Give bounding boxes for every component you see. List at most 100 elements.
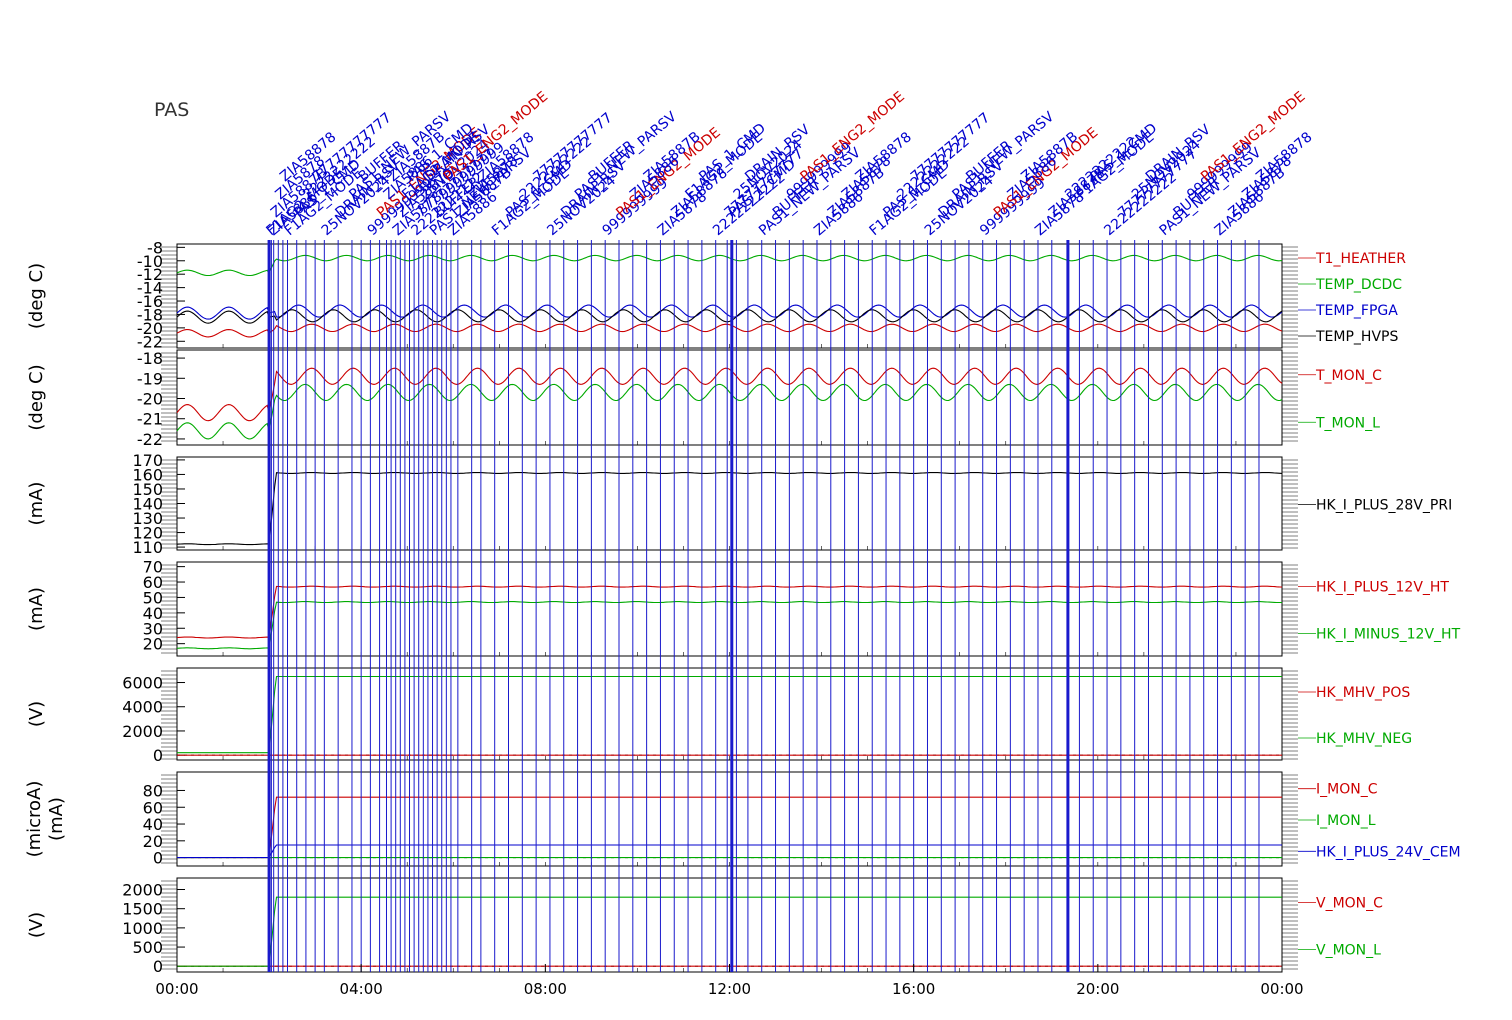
series-line-hk_i_plus_12v_ht [176, 585, 1283, 639]
series-label: T1_HEATHER [1315, 251, 1406, 267]
y-tick-label: 0 [153, 957, 163, 976]
y-tick-label: 60 [143, 798, 163, 817]
y-tick-label: -16 [137, 292, 163, 311]
y-tick-label: -18 [137, 349, 163, 368]
series-line-v_mon_l [177, 896, 1282, 967]
x-axis: 00:00 04:00 08:00 12:00 16:00 20:00 00:00 [155, 964, 1304, 998]
y-axis-label: (microA) [24, 781, 45, 858]
x-tick-label: 08:00 [524, 980, 567, 998]
series-line-hk_i_minus_12v_ht [176, 601, 1282, 650]
series-label: I_MON_C [1316, 782, 1378, 798]
series-label: T_MON_C [1315, 368, 1382, 384]
event-label-area: ZIA5886ZIA5887BZIA5878ZIA58878F1AG2_MODE… [263, 89, 1315, 239]
series-line-t1_heather [176, 323, 1283, 338]
y-tick-label: -22 [137, 332, 163, 351]
panel-2: -18-19 -20-21-22 (deg C) T_MON_C T_MON_L [26, 349, 1382, 449]
y-tick-label: 120 [132, 524, 163, 543]
y-tick-label: 4000 [122, 698, 163, 717]
panel-frame [176, 561, 1283, 657]
y-tick-label: 130 [132, 509, 163, 528]
y-tick-label: 1500 [122, 900, 163, 919]
series-line-i_mon_c [177, 796, 1282, 859]
series-line-t_mon_c [176, 367, 1283, 422]
instrument-label: PAS [154, 99, 189, 121]
series-line-hk_i_plus_24v_cem [177, 844, 1282, 859]
series-label: HK_MHV_POS [1316, 685, 1410, 701]
y-tick-label: 500 [132, 938, 163, 957]
y-tick-label: 40 [143, 604, 163, 623]
x-tick-label: 16:00 [892, 980, 935, 998]
y-tick-label: 2000 [122, 722, 163, 741]
y-tick-label: 30 [143, 619, 163, 638]
series-label: V_MON_C [1316, 896, 1383, 912]
series-line-temp_dcdc [176, 254, 1283, 277]
x-tick-label: 12:00 [708, 980, 751, 998]
y-tick-label: -20 [137, 319, 163, 338]
y-tick-label: 50 [143, 588, 163, 607]
panel-frame [176, 667, 1283, 761]
series-label: HK_MHV_NEG [1316, 731, 1412, 747]
event-lines [267, 240, 1260, 972]
panel-frame [176, 877, 1283, 973]
series-line-t_mon_l [176, 383, 1283, 440]
x-tick-label: 00:00 [155, 980, 198, 998]
y-tick-label: 110 [132, 538, 163, 557]
panel-frame [176, 349, 1283, 446]
y-tick-label: 60 [143, 573, 163, 592]
y-tick-label: 160 [132, 465, 163, 484]
series-label: HK_I_MINUS_12V_HT [1316, 627, 1461, 643]
y-tick-label: 0 [153, 746, 163, 765]
series-label: T_MON_L [1315, 415, 1380, 431]
panel-frame [176, 456, 1283, 551]
series-label: HK_I_PLUS_24V_CEM [1316, 844, 1461, 860]
series-label: HK_I_PLUS_12V_HT [1316, 580, 1449, 596]
y-tick-label: -12 [137, 265, 163, 284]
y-tick-label: 140 [132, 495, 163, 514]
y-axis-label: (mA) [26, 587, 47, 631]
series-label: V_MON_L [1316, 943, 1381, 959]
x-tick-label: 20:00 [1076, 980, 1119, 998]
y-tick-label: -18 [137, 305, 163, 324]
y-axis-label: (deg C) [26, 263, 47, 329]
panel-frame [176, 243, 1283, 349]
series-label: TEMP_FPGA [1315, 303, 1398, 319]
series-label: I_MON_L [1316, 813, 1376, 829]
x-tick-label: 04:00 [340, 980, 383, 998]
y-tick-label: 150 [132, 480, 163, 499]
y-tick-label: 1000 [122, 919, 163, 938]
y-tick-label: 0 [153, 849, 163, 868]
series-label: HK_I_PLUS_28V_PRI [1316, 498, 1452, 514]
y-tick-label: 20 [143, 635, 163, 654]
y-axis-label: (mA) [46, 797, 67, 841]
y-tick-label: 6000 [122, 674, 163, 693]
y-tick-label: 40 [143, 815, 163, 834]
event-annotation: PAS1_ENG2_MODE [797, 89, 907, 185]
panel-frame [176, 771, 1283, 867]
y-tick-label: 20 [143, 832, 163, 851]
y-axis-label: (V) [26, 701, 47, 727]
y-axis-label: (mA) [26, 482, 47, 526]
y-axis-label: (V) [26, 912, 47, 938]
y-tick-label: -20 [137, 390, 163, 409]
y-tick-label: -10 [137, 252, 163, 271]
y-tick-label: 70 [143, 558, 163, 577]
y-tick-label: -8 [147, 238, 163, 257]
y-tick-label: 2000 [122, 881, 163, 900]
series-line-hk_mhv_neg [177, 675, 1282, 754]
y-tick-label: -14 [137, 279, 163, 298]
event-annotation: PAS1_ENG2_MODE [1198, 89, 1308, 185]
series-line-hk_i_plus_28v_pri [176, 471, 1283, 546]
series-label: TEMP_DCDC [1315, 277, 1402, 293]
y-tick-label: -21 [137, 410, 163, 429]
y-tick-label: -19 [137, 369, 163, 388]
x-tick-label: 00:00 [1260, 980, 1303, 998]
y-tick-label: 80 [143, 781, 163, 800]
y-tick-label: -22 [137, 430, 163, 449]
series-line-temp_fpga [176, 304, 1283, 320]
y-axis-label: (deg C) [26, 364, 47, 430]
series-label: TEMP_HVPS [1315, 329, 1398, 345]
